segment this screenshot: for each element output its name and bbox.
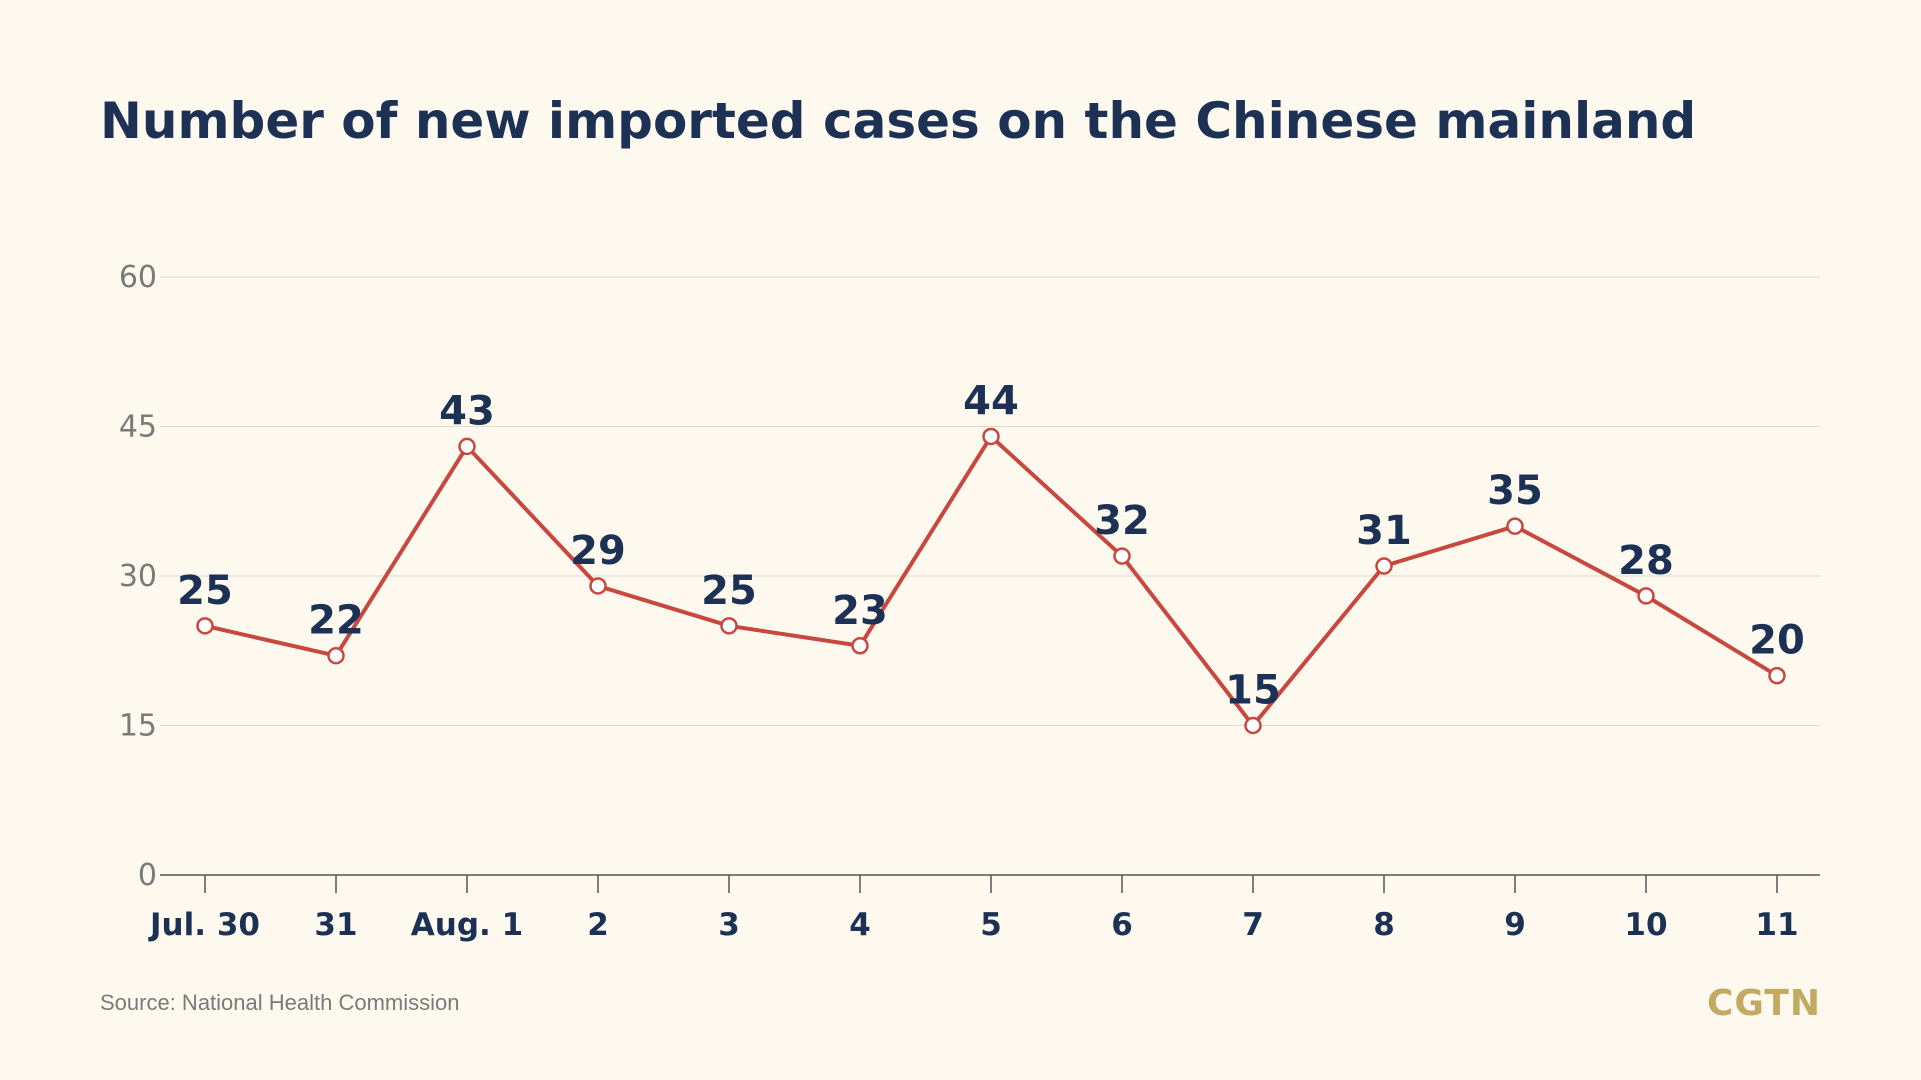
cgtn-logo: CGTN	[1706, 983, 1821, 1024]
data-label: 23	[832, 588, 888, 634]
x-tick-label: 11	[1755, 907, 1798, 943]
data-point	[327, 646, 345, 665]
data-point-markers	[196, 427, 1786, 735]
data-label: 28	[1618, 538, 1674, 584]
x-tick-label: 3	[718, 907, 740, 943]
x-tick-label: 5	[980, 907, 1002, 943]
data-point	[851, 637, 869, 655]
data-point	[458, 437, 476, 456]
x-axis	[160, 874, 1820, 893]
x-tick-labels: Jul. 30 31 Aug. 1 2 3 4 5 6 7 8 9 10 11	[148, 907, 1799, 943]
chart-title: Number of new imported cases on the Chin…	[100, 92, 1697, 150]
data-point	[1244, 716, 1262, 735]
data-label: 44	[963, 378, 1019, 424]
data-value-labels: 25 22 43 29 25 23 44 32 15 31 35 28 20	[177, 378, 1805, 713]
data-point	[196, 617, 214, 635]
data-label: 25	[177, 568, 233, 614]
x-tick-label: Jul. 30	[148, 907, 260, 943]
y-tick-labels: 0 15 30 45 60	[119, 260, 157, 893]
x-tick-label: 31	[314, 907, 357, 943]
data-label: 43	[439, 388, 495, 434]
data-point	[720, 617, 738, 635]
x-tick-label: Aug. 1	[411, 907, 523, 943]
x-tick-label: 7	[1242, 907, 1264, 943]
x-tick-label: 4	[849, 907, 871, 943]
x-tick-label: 2	[587, 907, 609, 943]
data-label: 25	[701, 568, 757, 614]
data-label: 29	[570, 528, 626, 574]
data-label: 22	[308, 598, 364, 644]
y-tick-label: 30	[119, 559, 157, 594]
grid-lines	[160, 276, 1820, 726]
data-point	[1637, 587, 1655, 605]
x-tick-label: 9	[1504, 907, 1526, 943]
data-label: 31	[1356, 508, 1412, 554]
data-label: 35	[1487, 468, 1543, 514]
data-point	[1506, 517, 1524, 535]
data-point	[589, 577, 607, 595]
x-tick-label: 6	[1111, 907, 1133, 943]
y-tick-label: 0	[138, 858, 157, 893]
data-label: 20	[1749, 618, 1805, 664]
data-point	[1768, 666, 1786, 685]
y-tick-label: 45	[119, 410, 157, 445]
y-tick-label: 60	[119, 260, 157, 295]
data-point	[1113, 547, 1131, 565]
data-point	[1375, 557, 1393, 575]
source-note: Source: National Health Commission	[100, 990, 460, 1015]
data-point	[982, 427, 1000, 446]
x-tick-label: 10	[1624, 907, 1667, 943]
data-label: 15	[1225, 668, 1281, 714]
y-tick-label: 15	[119, 709, 157, 744]
x-tick-label: 8	[1373, 907, 1395, 943]
data-label: 32	[1094, 498, 1150, 544]
